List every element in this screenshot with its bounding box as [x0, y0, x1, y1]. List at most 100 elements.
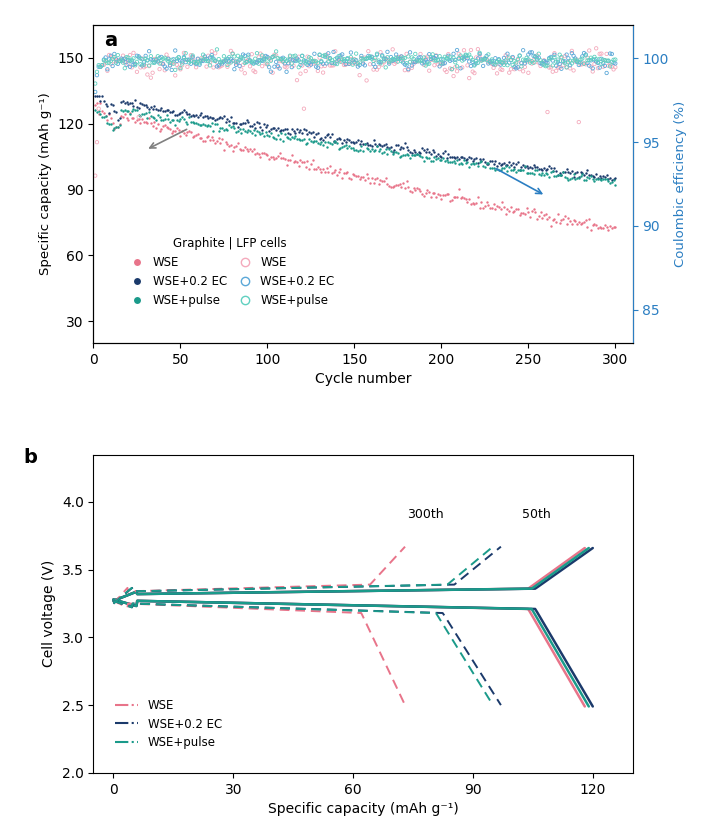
Point	[472, 57, 484, 70]
Point	[592, 172, 604, 185]
Point	[373, 145, 385, 158]
Point	[356, 52, 367, 65]
Point	[311, 60, 322, 73]
Point	[370, 61, 381, 74]
Point	[352, 133, 364, 146]
Point	[387, 180, 398, 194]
Point	[491, 66, 503, 80]
Point	[253, 147, 265, 160]
Point	[278, 56, 289, 69]
Point	[585, 60, 597, 73]
Point	[392, 138, 403, 151]
Point	[406, 61, 418, 75]
Point	[373, 56, 385, 69]
Point	[173, 51, 185, 64]
Point	[541, 106, 553, 119]
Point	[188, 109, 200, 122]
Point	[549, 51, 560, 64]
Point	[302, 128, 313, 141]
Point	[608, 53, 619, 66]
Point	[403, 180, 414, 194]
Point	[317, 162, 329, 175]
Point	[510, 61, 522, 75]
Point	[436, 58, 447, 71]
Point	[329, 57, 341, 70]
Point	[373, 61, 385, 74]
Point	[101, 62, 113, 76]
Point	[242, 145, 254, 158]
Point	[311, 162, 322, 175]
Point	[314, 132, 326, 145]
Point	[485, 57, 496, 70]
Point	[500, 49, 511, 62]
Point	[594, 220, 605, 234]
Point	[574, 165, 586, 179]
Point	[349, 136, 360, 150]
Point	[262, 57, 273, 71]
Point	[590, 219, 602, 232]
Point	[117, 111, 129, 124]
Point	[96, 58, 108, 71]
Point	[329, 45, 341, 58]
Point	[416, 57, 428, 70]
Point	[138, 116, 150, 129]
Point	[89, 98, 101, 111]
Point	[408, 148, 419, 161]
Point	[432, 53, 444, 66]
Point	[344, 57, 355, 71]
Point	[454, 191, 466, 204]
Point	[503, 204, 515, 218]
Point	[89, 169, 101, 182]
Point	[220, 116, 232, 129]
Point	[134, 109, 146, 122]
Point	[605, 176, 616, 189]
Point	[89, 90, 101, 103]
Point	[288, 59, 299, 72]
Point	[119, 108, 131, 121]
Point	[610, 171, 621, 184]
Point	[446, 155, 457, 169]
Point	[398, 51, 409, 64]
Point	[262, 58, 273, 71]
Point	[329, 163, 341, 176]
Point	[260, 52, 272, 66]
Point	[487, 198, 499, 211]
Point	[91, 106, 103, 119]
Point	[270, 45, 282, 58]
Point	[324, 160, 336, 173]
Point	[427, 155, 439, 168]
Point	[606, 47, 618, 61]
Point	[418, 58, 430, 71]
Point	[345, 52, 357, 66]
Point	[248, 57, 260, 70]
Point	[482, 57, 494, 70]
Point	[603, 59, 614, 72]
Point	[549, 48, 560, 61]
Point	[112, 53, 124, 66]
Point	[470, 57, 482, 70]
Point	[295, 134, 306, 147]
Point	[498, 58, 510, 71]
Point	[523, 161, 534, 175]
Point	[244, 55, 256, 68]
Point	[128, 99, 139, 112]
Point	[597, 53, 609, 66]
Point	[362, 52, 374, 65]
Point	[263, 129, 275, 142]
Point	[477, 202, 489, 215]
Point	[460, 153, 472, 166]
Point	[333, 142, 344, 155]
Point	[328, 165, 339, 179]
Point	[497, 158, 508, 171]
Point	[323, 55, 334, 68]
Point	[448, 52, 459, 65]
Point	[197, 48, 209, 61]
Point	[431, 149, 442, 162]
Point	[279, 52, 290, 66]
Point	[227, 54, 239, 67]
Point	[279, 60, 290, 73]
Point	[469, 58, 480, 71]
Point	[246, 56, 257, 69]
Point	[524, 46, 536, 59]
Point	[345, 51, 357, 64]
